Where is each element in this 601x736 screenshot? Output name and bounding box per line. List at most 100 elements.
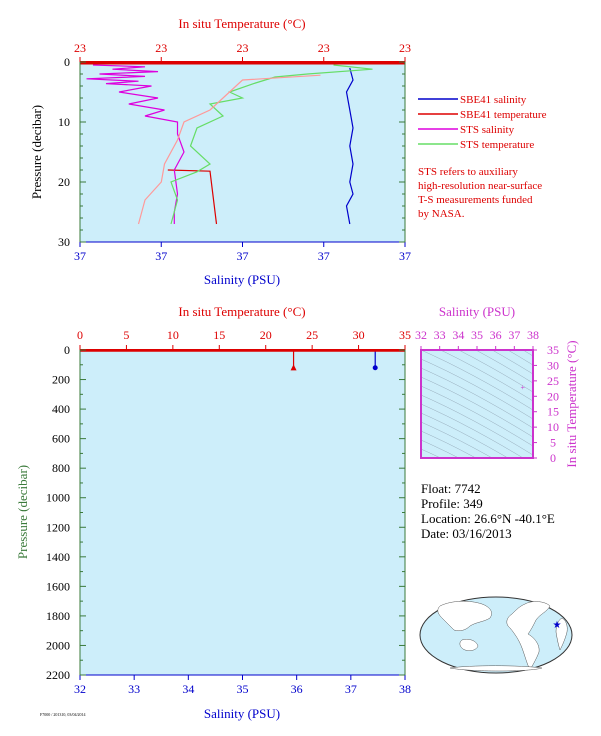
bottom-plot-salinity-tick-label: 38 [399,682,411,696]
ts-salinity-tick-label: 35 [471,328,483,342]
ts-temp-tick-label: 5 [550,436,556,450]
series-line-sbe41_temperature [167,169,218,225]
top-plot-temp-tick-label: 23 [74,41,86,55]
ts-density-contour [475,350,533,384]
ts-density-contour [421,350,533,411]
ts-salinity-tick-label: 37 [508,328,520,342]
top-plot-salinity-tick-label: 37 [399,249,411,263]
ts-temp-tick-label: 30 [547,358,559,372]
ts-density-contour [421,403,524,458]
map-land-eurasia [437,601,492,632]
top-plot-salinity-tick-label: 37 [318,249,330,263]
ts-diagram-top-axis-title: Salinity (PSU) [439,304,515,319]
ts-density-contour [421,439,460,458]
bottom-plot-top-axis-title: In situ Temperature (°C) [178,304,305,319]
ts-density-contour [421,385,533,447]
location-map: ★ [419,596,573,674]
footer-code: F7000 / 201310, 03/04/2014 [40,712,86,718]
ts-point: + [520,383,525,392]
top-plot-temp-tick-label: 23 [237,41,249,55]
ts-salinity-tick-label: 34 [452,328,464,342]
bottom-plot-salinity-tick-label: 36 [291,682,303,696]
bottom-plot-pressure-tick-label: 200 [52,373,70,387]
legend-label-sts-temperature: STS temperature [460,139,534,151]
ts-density-contour [421,448,441,458]
ts-density-contour [421,376,533,438]
series-end-marker-temperature [290,364,297,371]
ts-density-contour [507,350,533,366]
bottom-plot-pressure-tick-label: 1200 [46,520,70,534]
legend-label-sbe41-salinity: SBE41 salinity [460,94,527,106]
series-line-sts_temperature [170,64,373,225]
legend-label-sts-salinity: STS salinity [460,124,515,136]
ts-temp-tick-label: 15 [547,405,559,419]
ts-temp-tick-label: 25 [547,374,559,388]
bottom-plot-x-axis-title: Salinity (PSU) [204,706,280,721]
top-plot-pressure-tick-label: 20 [58,175,70,189]
top-plot-x-axis-title: Salinity (PSU) [204,272,280,287]
ts-diagram-background [421,350,533,458]
map-land-americas [506,601,551,671]
float-id: Float: 7742 [421,481,481,496]
top-plot-pressure-tick-label: 10 [58,115,70,129]
ts-density-contour [421,367,533,429]
series-line-sts_temperature_alt [137,74,321,225]
top-plot-salinity-tick-label: 37 [155,249,167,263]
bottom-plot-salinity-tick-label: 37 [345,682,357,696]
ts-salinity-tick-label: 38 [527,328,539,342]
float-info: Float: 7742 Profile: 349 Location: 26.6°… [421,481,555,541]
bottom-plot-temp-tick-label: 15 [213,328,225,342]
bottom-plot-y-axis-title: Pressure (decibar) [15,465,30,559]
sts-note-line-2: high-resolution near-surface [418,180,542,192]
bottom-plot-salinity-tick-label: 34 [182,682,194,696]
bottom-plot-salinity-tick-label: 33 [128,682,140,696]
map-land-africa [555,617,568,651]
ts-points-group: + [520,383,525,392]
top-plot-salinity-tick-label: 37 [74,249,86,263]
bottom-plot-pressure-tick-label: 1000 [46,491,70,505]
legend: SBE41 salinity SBE41 temperature STS sal… [418,94,547,220]
sts-note-line-3: T-S measurements funded [418,194,533,206]
sts-note-line-4: by NASA. [418,208,465,220]
bottom-plot-temp-tick-label: 30 [353,328,365,342]
bottom-plot-pressure-tick-label: 1400 [46,550,70,564]
bottom-plot-temp-tick-label: 25 [306,328,318,342]
ts-density-contour [421,394,533,456]
bottom-plot-pressure-tick-label: 800 [52,461,70,475]
series-line-sbe41_salinity [345,67,354,225]
float-location: Location: 26.6°N -40.1°E [421,511,555,526]
top-plot-pressure-tick-label: 0 [64,55,70,69]
map-land-australia [459,639,479,651]
legend-label-sbe41-temperature: SBE41 temperature [460,109,547,121]
top-plot-background [80,62,405,242]
ts-density-contour [421,421,493,458]
ts-temp-tick-label: 20 [547,389,559,403]
top-plot-temp-tick-label: 23 [155,41,167,55]
top-series-group [80,63,405,225]
bottom-profile-chart: 0 5 10 15 20 25 30 35 32 33 34 35 36 37 38 0 200 400 600 80… [15,304,411,721]
bottom-plot-temp-tick-label: 5 [123,328,129,342]
ts-temp-tick-label: 0 [550,451,556,465]
top-plot-pressure-tick-label: 30 [58,235,70,249]
ts-temp-tick-label: 35 [547,343,559,357]
ts-density-contours [421,350,533,458]
bottom-plot-temp-tick-label: 0 [77,328,83,342]
float-location-marker: ★ [553,620,562,631]
bottom-plot-pressure-tick-label: 1600 [46,579,70,593]
ts-density-contour [421,412,509,458]
bottom-plot-pressure-tick-label: 2000 [46,638,70,652]
bottom-plot-pressure-tick-label: 400 [52,402,70,416]
bottom-plot-ticks: 0 5 10 15 20 25 30 35 32 33 34 35 36 37 38 0 200 400 600 80… [46,328,411,696]
bottom-plot-salinity-tick-label: 35 [237,682,249,696]
ts-temp-tick-label: 10 [547,420,559,434]
sts-note-line-1: STS refers to auxiliary [418,166,518,178]
top-plot-temp-tick-label: 23 [318,41,330,55]
top-plot-y-axis-title: Pressure (decibar) [29,105,44,199]
top-plot-top-axis-title: In situ Temperature (°C) [178,16,305,31]
bottom-plot-pressure-tick-label: 1800 [46,609,70,623]
ts-diagram-y-axis-title: In situ Temperature (°C) [564,340,579,467]
bottom-plot-temp-tick-label: 10 [167,328,179,342]
bottom-plot-temp-tick-label: 20 [260,328,272,342]
